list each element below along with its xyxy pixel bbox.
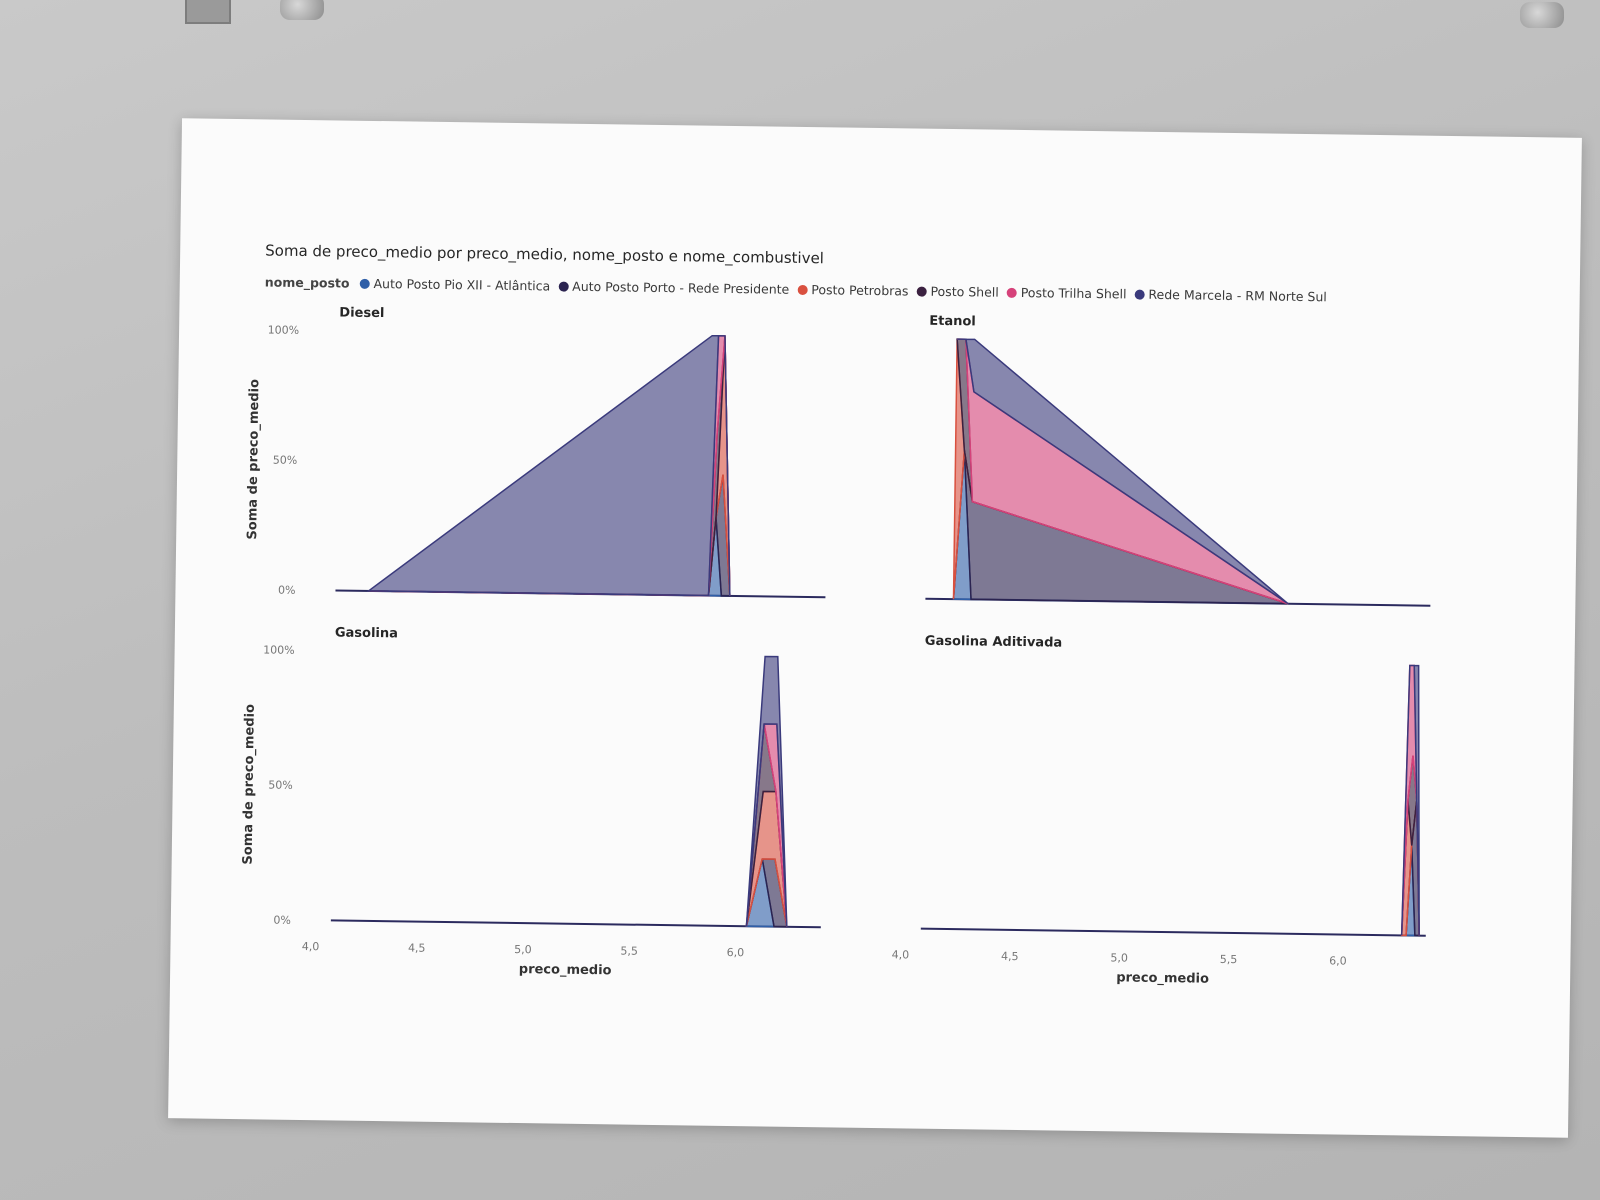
panel-title: Gasolina Aditivada	[925, 634, 1063, 651]
x-tick-label: 5,5	[1220, 953, 1238, 966]
area-series-rede-marcela-rm-norte-sul	[957, 338, 1289, 605]
x-tick-label: 5,0	[1110, 951, 1128, 964]
x-axis-label: preco_medio	[1116, 970, 1209, 986]
y-tick-label: 50%	[273, 454, 298, 467]
x-tick-label: 4,5	[408, 942, 426, 955]
area-series-rede-marcela-rm-norte-sul	[1400, 664, 1420, 936]
y-tick-label: 50%	[268, 779, 293, 792]
x-tick-label: 6,0	[1329, 954, 1347, 967]
y-tick-label: 100%	[263, 643, 295, 656]
x-tick-label: 6,0	[727, 946, 745, 959]
wall-bolt	[280, 0, 324, 20]
printed-report: Soma de preco_medio por preco_medio, nom…	[168, 118, 1582, 1138]
area-series-rede-marcela-rm-norte-sul	[366, 334, 731, 597]
x-axis-label: preco_medio	[519, 962, 612, 978]
x-tick-label: 5,0	[514, 943, 532, 956]
y-tick-label: 0%	[278, 584, 296, 597]
x-tick-label: 5,5	[620, 944, 638, 957]
x-tick-label: 4,0	[892, 948, 910, 961]
x-tick-label: 4,0	[302, 940, 320, 953]
wall-bolt	[1520, 2, 1564, 28]
panel-title: Diesel	[339, 305, 384, 321]
area-series-rede-marcela-rm-norte-sul	[745, 655, 788, 927]
y-axis-label: Soma de preco_medio	[245, 379, 262, 540]
x-tick-label: 4,5	[1001, 950, 1019, 963]
y-tick-label: 0%	[273, 914, 291, 927]
baseline	[330, 919, 821, 929]
small-multiples-chart: Diesel 0% 50% 100% Soma de preco_medio Etanol…	[241, 305, 1431, 987]
panel-title: Etanol	[929, 314, 976, 330]
y-tick-label: 100%	[268, 323, 300, 336]
baseline	[920, 927, 1426, 937]
y-axis-label: Soma de preco_medio	[241, 704, 258, 865]
panel-title: Gasolina	[335, 625, 398, 641]
binder-clip	[185, 0, 231, 24]
